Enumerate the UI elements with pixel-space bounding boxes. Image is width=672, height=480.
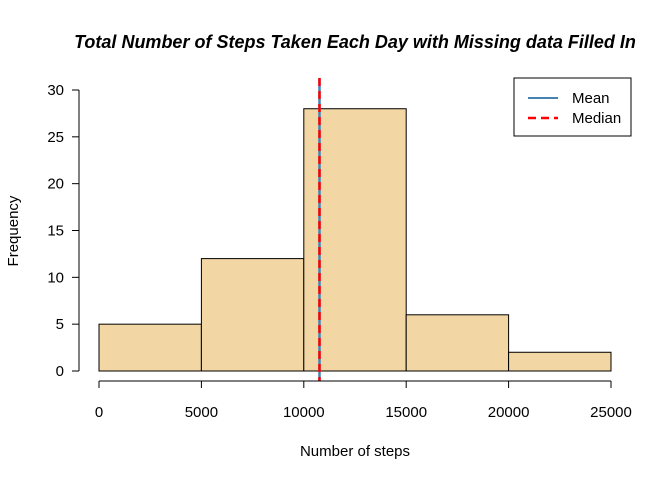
- bars-layer: [98, 108, 612, 372]
- histogram-bar: [200, 258, 305, 372]
- y-tick-label: 10: [47, 269, 64, 286]
- y-tick-label: 5: [56, 316, 64, 333]
- legend-box: [513, 77, 632, 137]
- x-tick-label: 10000: [283, 404, 325, 421]
- y-axis: 0 5 10 15 20 25 30: [47, 82, 80, 380]
- x-tick-label: 15000: [385, 404, 427, 421]
- legend-mean-label: Mean: [572, 90, 610, 107]
- histogram-bar: [405, 314, 510, 372]
- histogram-bar: [98, 323, 202, 372]
- x-tick-label: 25000: [590, 404, 632, 421]
- x-tick-label: 5000: [185, 404, 218, 421]
- y-tick-label: 0: [56, 363, 64, 380]
- x-tick-label: 20000: [488, 404, 530, 421]
- y-axis-label: Frequency: [5, 195, 22, 266]
- legend-median-label: Median: [572, 110, 621, 127]
- histogram-bar: [508, 351, 612, 372]
- y-tick-label: 15: [47, 223, 64, 240]
- x-tick-label: 0: [95, 404, 103, 421]
- y-tick-label: 20: [47, 176, 64, 193]
- histogram-bar: [303, 108, 407, 372]
- x-axis-label: Number of steps: [300, 443, 410, 460]
- y-tick-label: 30: [47, 82, 64, 99]
- x-axis: 0 5000 10000 15000 20000 25000: [95, 380, 632, 421]
- legend: Mean Median: [513, 77, 632, 137]
- chart-title: Total Number of Steps Taken Each Day wit…: [74, 32, 636, 52]
- y-tick-label: 25: [47, 129, 64, 146]
